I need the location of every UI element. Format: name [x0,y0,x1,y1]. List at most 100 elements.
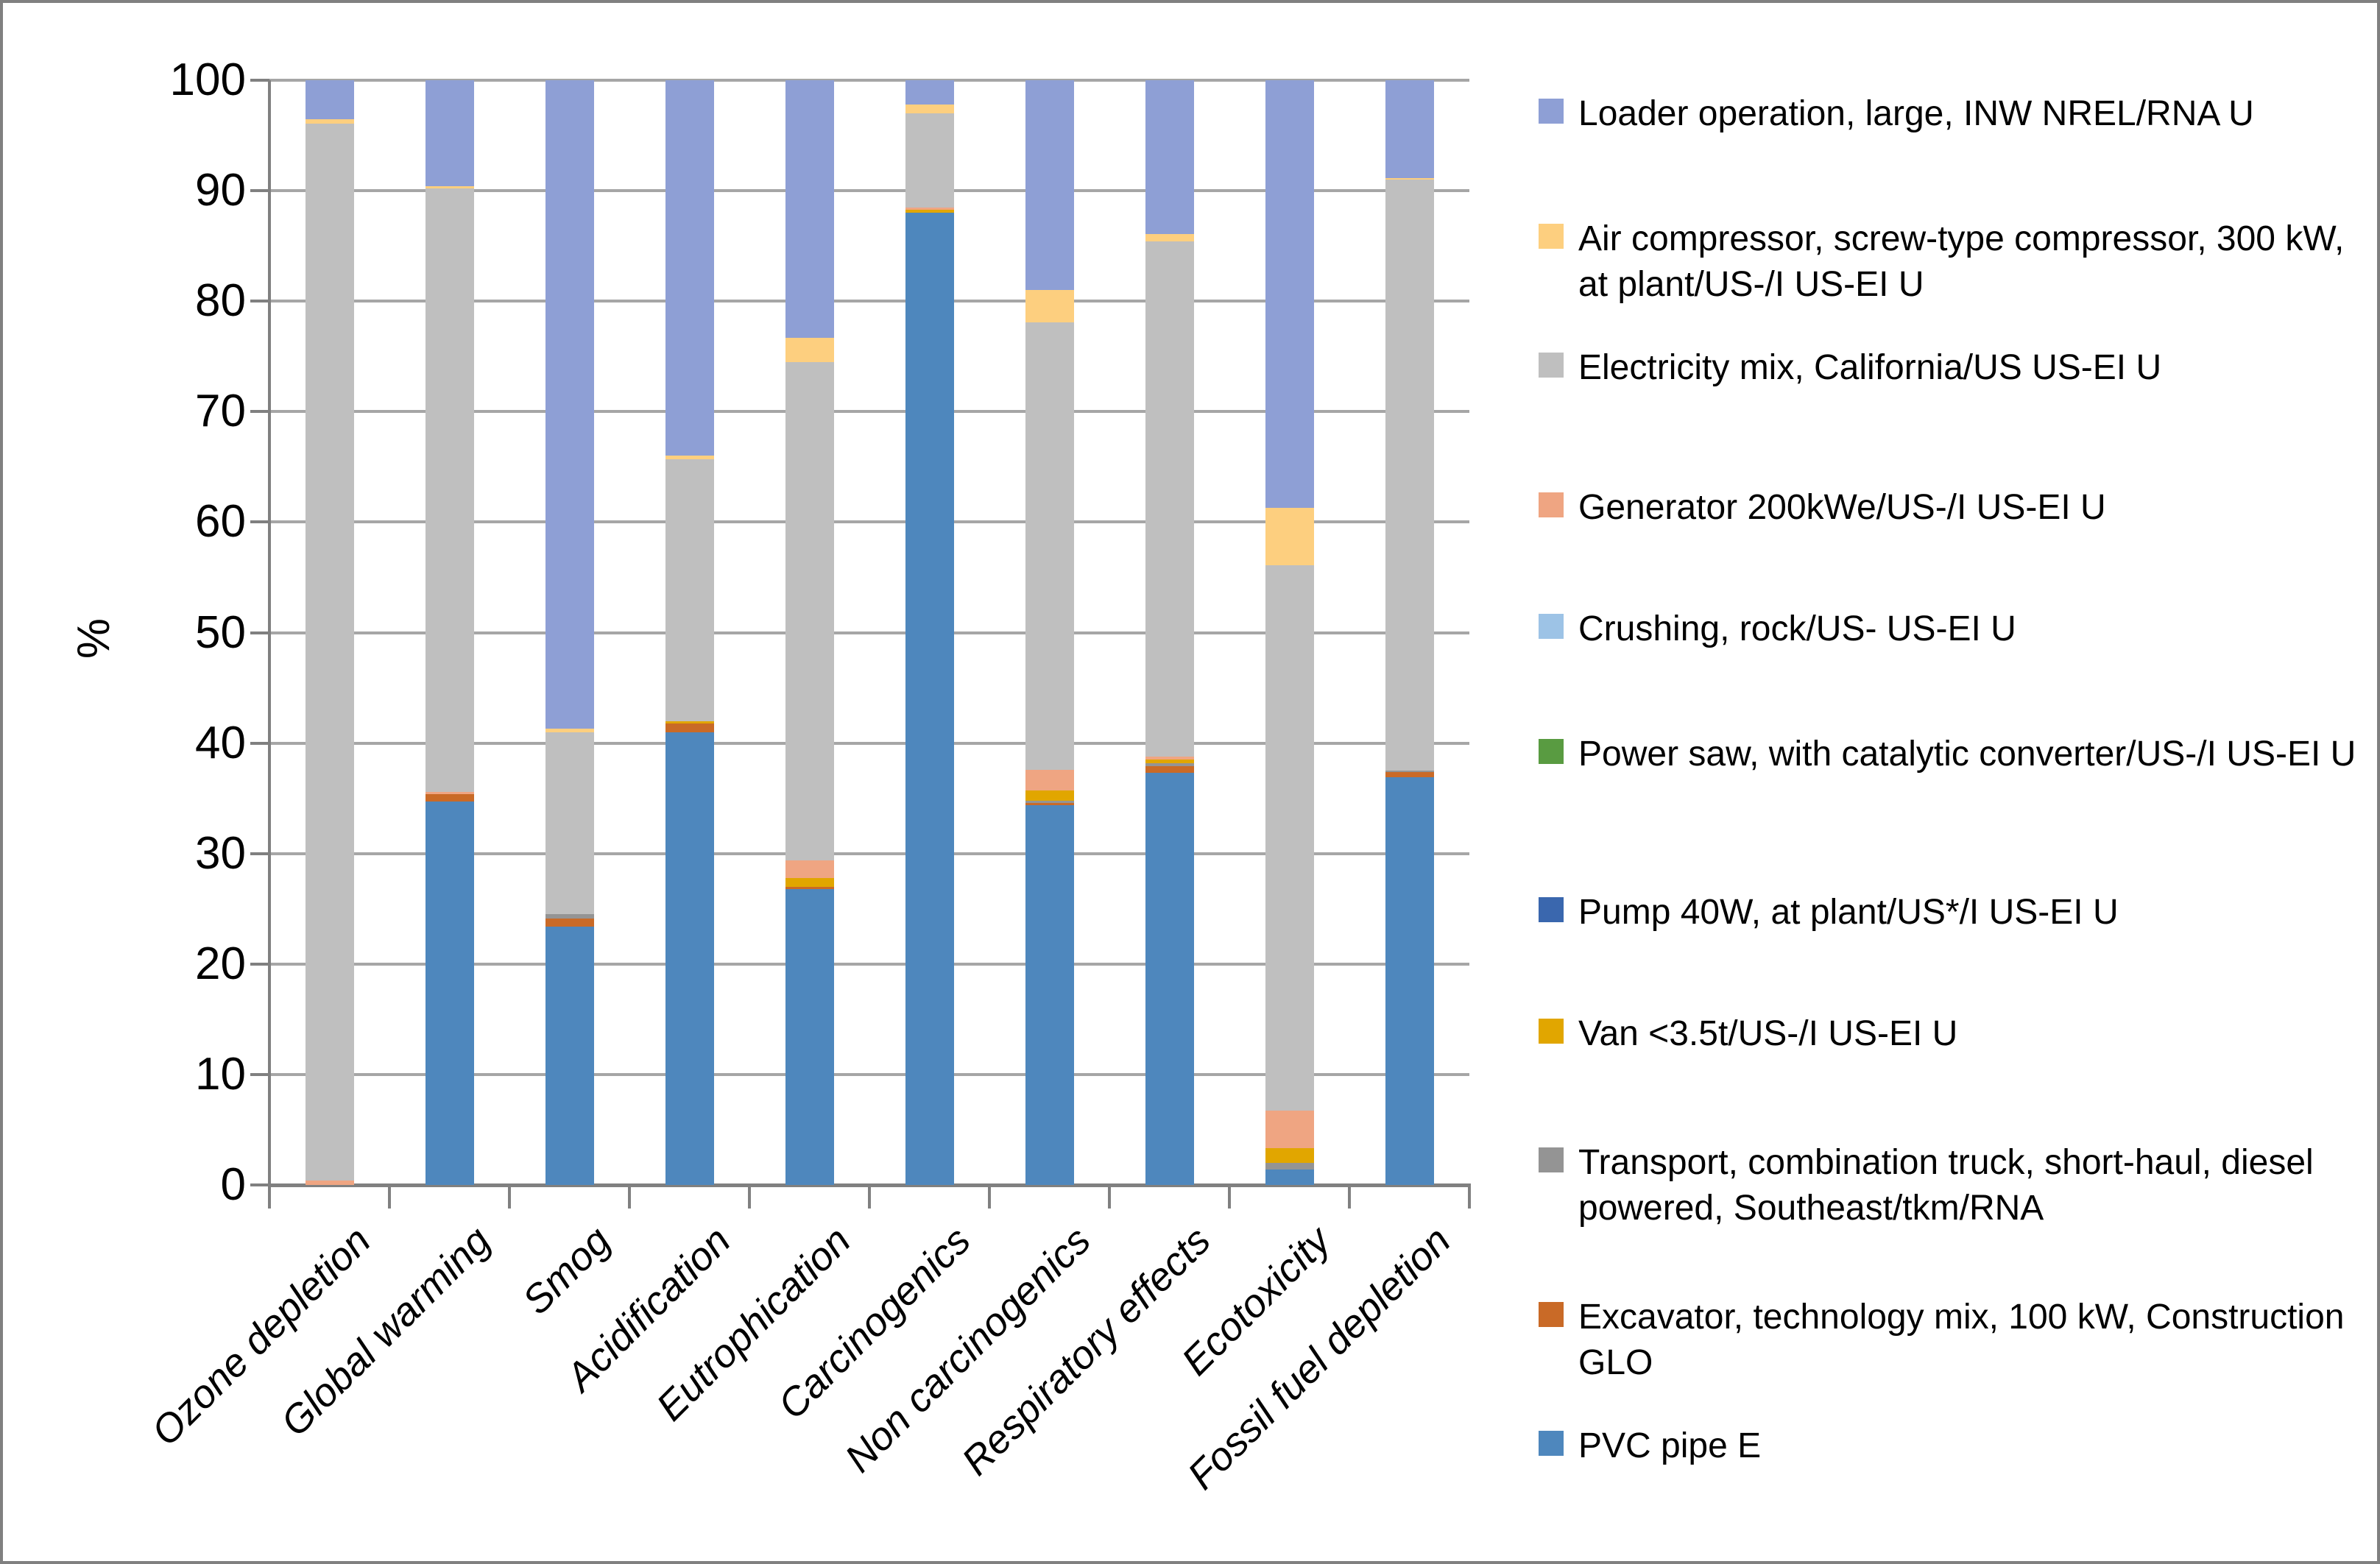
x-axis-label-0: Ozone depletion [143,1218,380,1454]
bar-segment-loader-operation [425,80,474,187]
y-tick-mark-20 [250,962,269,966]
bar-segment-air-compressor [1385,177,1434,180]
legend-label-van: Van <3.5t/US-/I US-EI U [1578,1014,1958,1053]
bar-segment-transport-truck [1025,800,1074,803]
bar-segment-pvc-pipe [785,888,834,1185]
x-tick-mark-5 [868,1185,871,1209]
bar-segment-loader-operation [785,80,834,338]
legend-label-pvc-pipe: PVC pipe E [1578,1426,1762,1465]
bar-segment-loader-operation [905,80,954,105]
y-tick-label-30: 30 [195,827,246,879]
bar-segment-generator [785,860,834,878]
y-tick-mark-30 [250,852,269,855]
bar-segment-van [665,721,714,723]
bar-segment-electricity-mix [1145,241,1194,757]
x-tick-mark-9 [1348,1185,1351,1209]
bar-segment-van [905,210,954,213]
gridline-90 [269,189,1469,193]
bar-segment-loader-operation [1145,80,1194,234]
bar-segment-air-compressor [905,105,954,114]
x-tick-mark-7 [1108,1185,1111,1209]
y-tick-mark-0 [250,1183,269,1186]
bar-segment-generator [905,207,954,210]
x-axis-label-2: Smog [515,1218,620,1323]
bar-segment-electricity-mix [1025,322,1074,770]
bar-segment-generator [1145,756,1194,760]
bar-segment-pvc-pipe [545,926,594,1185]
legend-swatch-van [1539,1019,1564,1044]
y-tick-mark-60 [250,520,269,524]
bar-segment-van [1145,760,1194,763]
y-tick-mark-10 [250,1072,269,1076]
y-tick-label-50: 50 [195,606,246,658]
gridline-70 [269,410,1469,414]
legend-label-power-saw: Power saw, with catalytic converter/US-/… [1578,735,2356,774]
bar-segment-van [785,877,834,887]
x-tick-mark-4 [748,1185,751,1209]
bar-segment-transport-truck [1385,771,1434,773]
bar-segment-electricity-mix [305,123,354,1181]
legend-label-generator: Generator 200kWe/US-/I US-EI U [1578,488,2106,527]
y-tick-label-80: 80 [195,275,246,327]
bar-segment-electricity-mix [425,188,474,792]
y-tick-mark-40 [250,741,269,745]
y-tick-mark-80 [250,300,269,303]
bar-segment-pvc-pipe [1025,804,1074,1185]
legend-swatch-loader-operation [1539,99,1564,124]
legend-swatch-transport-truck [1539,1147,1564,1172]
bar-segment-generator [425,791,474,794]
legend-label-loader-operation: Loader operation, large, INW NREL/RNA U [1578,94,2254,133]
bar-segment-pvc-pipe [1145,773,1194,1185]
bar-segment-air-compressor [1265,507,1314,565]
bar-segment-excavator [1385,772,1434,778]
legend-swatch-excavator [1539,1302,1564,1327]
x-tick-mark-8 [1228,1185,1231,1209]
legend-label-crushing-rock: Crushing, rock/US- US-EI U [1578,609,2016,648]
bar-segment-van [1025,790,1074,801]
bar-segment-air-compressor [305,118,354,124]
legend-label-transport-truck: Transport, combination truck, short-haul… [1578,1143,2314,1228]
bar-segment-electricity-mix [1385,180,1434,771]
y-tick-label-40: 40 [195,717,246,768]
bar-segment-excavator [545,919,594,927]
bar-segment-pvc-pipe [1265,1169,1314,1185]
bar-segment-van [1265,1148,1314,1163]
gridline-20 [269,962,1469,966]
bar-segment-transport-truck [545,914,594,919]
legend-swatch-air-compressor [1539,224,1564,249]
bar-segment-air-compressor [665,456,714,459]
gridline-40 [269,741,1469,745]
gridline-60 [269,520,1469,524]
legend-label-electricity-mix: Electricity mix, California/US US-EI U [1578,348,2162,387]
bar-segment-transport-truck [1145,762,1194,767]
legend-swatch-pump-40w [1539,897,1564,922]
x-tick-mark-1 [388,1185,391,1209]
bar-segment-air-compressor [785,337,834,362]
y-tick-label-100: 100 [169,54,246,105]
bar-segment-excavator [1145,766,1194,774]
bar-segment-loader-operation [665,80,714,456]
bar-segment-loader-operation [1025,80,1074,291]
y-tick-mark-100 [250,79,269,82]
gridline-10 [269,1072,1469,1076]
x-axis-label-1: Global warming [272,1218,500,1445]
y-axis-line [268,80,271,1203]
bar-segment-air-compressor [425,186,474,189]
bar-segment-air-compressor [545,729,594,732]
bar-segment-loader-operation [545,80,594,729]
legend-swatch-electricity-mix [1539,353,1564,378]
bar-segment-excavator [665,723,714,732]
bar-segment-air-compressor [1025,290,1074,322]
bar-segment-electricity-mix [905,113,954,208]
bar-segment-electricity-mix [665,459,714,721]
legend-swatch-generator [1539,492,1564,517]
bar-segment-loader-operation [1385,80,1434,178]
gridline-30 [269,852,1469,855]
bar-segment-pvc-pipe [905,213,954,1185]
x-tick-mark-3 [628,1185,631,1209]
x-tick-mark-2 [508,1185,511,1209]
legend-label-air-compressor: Air compressor, screw-type compressor, 3… [1578,219,2345,304]
gridline-80 [269,300,1469,303]
bar-segment-transport-truck [1265,1162,1314,1170]
